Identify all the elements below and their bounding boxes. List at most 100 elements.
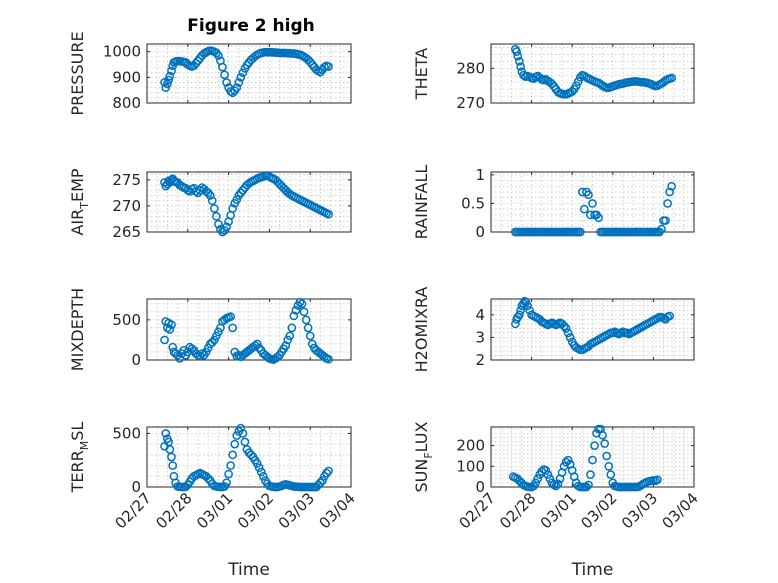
y-axis-label-part: AIR xyxy=(68,209,87,236)
data-point xyxy=(322,468,331,478)
x-tick-label: 03/01 xyxy=(193,489,236,532)
data-point xyxy=(226,461,235,470)
data-point xyxy=(575,227,585,237)
y-axis-label: SUNFLUX xyxy=(412,421,435,492)
y-axis-label: THETA xyxy=(412,48,431,100)
data-point xyxy=(602,451,612,461)
y-axis-label: RAINFALL xyxy=(412,165,431,240)
axes-frame xyxy=(146,298,352,361)
data-point xyxy=(234,350,244,360)
data-point xyxy=(665,187,674,197)
axes-frame xyxy=(146,43,352,104)
data-point xyxy=(222,222,231,232)
data-point xyxy=(218,62,227,72)
data-point xyxy=(160,335,169,345)
data-point xyxy=(563,328,573,338)
data-point xyxy=(512,47,521,56)
data-point xyxy=(541,466,551,475)
data-point xyxy=(563,455,573,465)
data-point xyxy=(582,482,591,492)
axes-frame xyxy=(146,426,352,488)
subplot-mixdepth: 0 500 MIXDEPTH xyxy=(68,288,352,371)
data-point xyxy=(212,211,221,221)
data-point xyxy=(240,437,250,447)
axes-frame xyxy=(490,426,695,488)
y-tick-label: 0 xyxy=(131,478,141,496)
data-point xyxy=(256,467,266,477)
y-axis-label: TERRMSL xyxy=(68,422,91,494)
data-point xyxy=(281,341,291,350)
data-point xyxy=(600,439,610,448)
data-point xyxy=(586,210,595,220)
data-point xyxy=(252,459,262,468)
data-point xyxy=(588,199,597,208)
data-point xyxy=(232,195,242,205)
data-point xyxy=(553,479,563,489)
data-point xyxy=(214,51,223,60)
y-axis-label: H2OMIXRA xyxy=(412,287,431,373)
data-point xyxy=(594,213,603,223)
data-point xyxy=(324,466,333,476)
data-point xyxy=(236,423,246,433)
data-point xyxy=(580,204,589,214)
data-point xyxy=(167,66,176,76)
data-point xyxy=(567,87,577,96)
figure-title: Figure 2 high xyxy=(187,16,315,36)
data-point xyxy=(236,72,246,82)
y-tick-label: 1000 xyxy=(103,43,141,61)
y-axis-label-subscript: F xyxy=(422,452,435,458)
data-point xyxy=(299,307,309,317)
data-point xyxy=(207,196,217,206)
data-point xyxy=(177,181,187,191)
data-point xyxy=(303,323,313,333)
y-axis-label-part: THETA xyxy=(412,48,431,100)
data-point xyxy=(663,199,672,208)
data-point xyxy=(287,323,297,333)
subplot-terr-msl: 0500TERRMSL02/2702/2803/0103/0203/0303/0… xyxy=(68,422,359,580)
subplot-air-temp: 265 270 275 AIRTEMP xyxy=(68,168,352,241)
x-tick-label: 03/03 xyxy=(618,489,661,532)
data-point xyxy=(318,476,327,485)
data-point xyxy=(559,321,569,331)
y-axis-label: PRESSURE xyxy=(68,31,87,115)
data-point xyxy=(667,73,677,83)
data-point xyxy=(238,429,248,438)
y-tick-label: 800 xyxy=(112,94,141,112)
data-point xyxy=(571,81,581,90)
data-point xyxy=(513,51,523,61)
data-point xyxy=(224,469,233,479)
data-point xyxy=(551,481,561,491)
y-axis-label-subscript: M xyxy=(78,441,91,451)
data-point xyxy=(205,191,215,200)
y-tick-label: 270 xyxy=(112,197,141,215)
data-point xyxy=(533,474,543,484)
data-point xyxy=(547,79,557,89)
data-point xyxy=(226,312,235,322)
data-point xyxy=(525,305,534,315)
data-point xyxy=(515,57,524,66)
data-point xyxy=(289,311,299,321)
axes-frame xyxy=(146,171,352,233)
data-point xyxy=(238,68,248,78)
data-point xyxy=(234,78,244,87)
data-point xyxy=(324,209,333,219)
data-point xyxy=(203,474,213,483)
y-tick-label: 280 xyxy=(456,59,485,77)
data-point xyxy=(161,429,171,438)
data-point xyxy=(531,478,541,488)
y-axis-label-part: RAINFALL xyxy=(412,165,431,240)
axes-frame xyxy=(490,43,695,104)
data-point xyxy=(324,354,333,364)
data-point xyxy=(165,325,175,334)
data-point xyxy=(191,186,201,196)
data-point xyxy=(246,450,256,460)
data-point xyxy=(168,461,178,470)
data-point xyxy=(606,470,616,479)
y-axis-label-subscript: T xyxy=(78,202,91,210)
data-point xyxy=(285,331,295,341)
data-point xyxy=(214,219,223,229)
data-point xyxy=(230,439,240,449)
data-point xyxy=(586,470,595,479)
data-point xyxy=(653,475,662,485)
